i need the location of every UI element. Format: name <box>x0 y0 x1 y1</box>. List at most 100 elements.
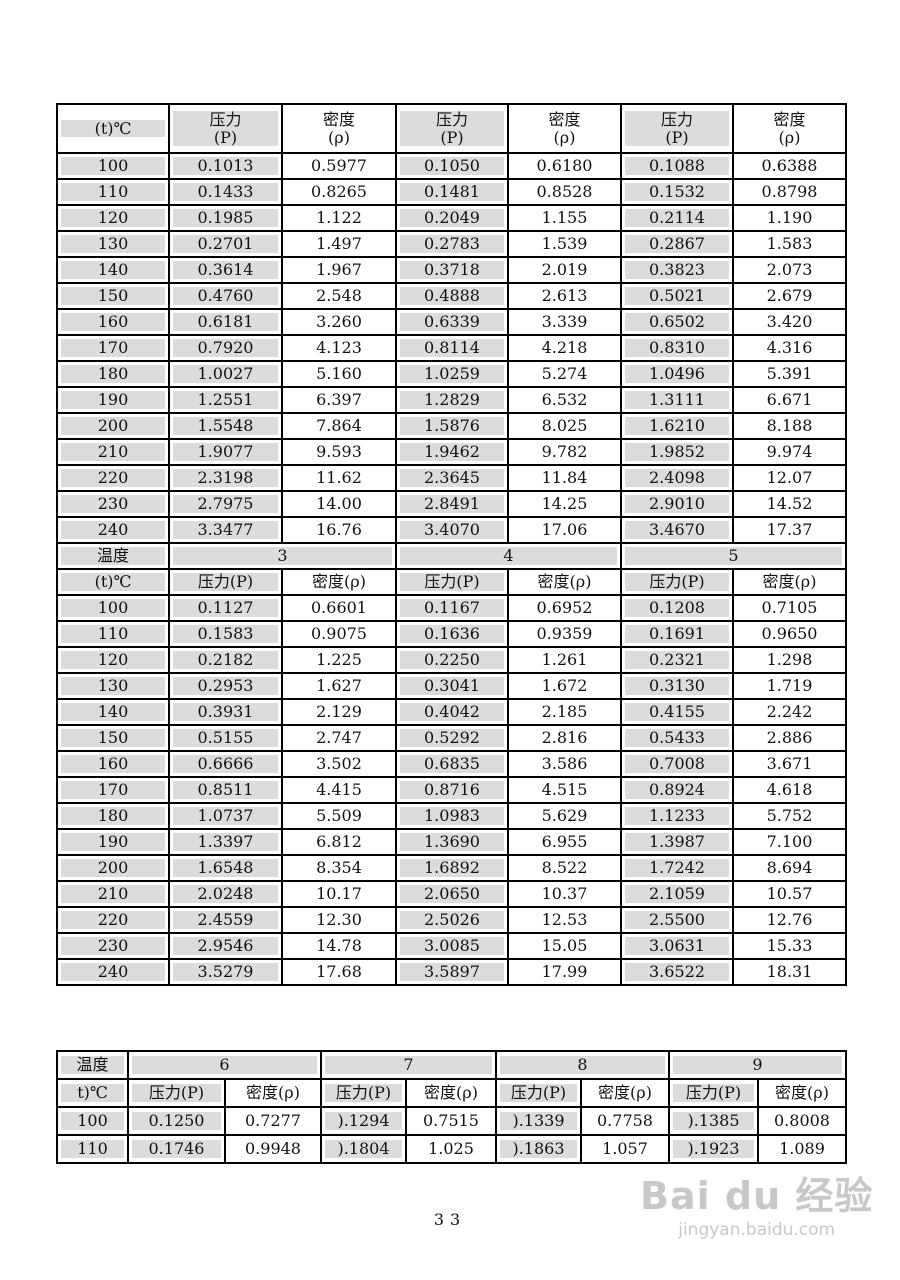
value-cell: 0.2114 <box>620 204 734 232</box>
cell-text: 140 <box>61 261 165 279</box>
cell-text: 220 <box>61 469 165 487</box>
value-cell: 3.0085 <box>395 932 509 960</box>
value-cell: 1.497 <box>281 230 397 258</box>
value-cell: 2.4098 <box>620 464 734 492</box>
value-cell: 8.694 <box>732 854 847 882</box>
cell-text: 压力(P) <box>325 1084 402 1102</box>
cell-text: 2.1059 <box>625 885 729 903</box>
cell-text: 0.8008 <box>774 1111 830 1131</box>
value-cell: 5.509 <box>281 802 397 830</box>
cell-text: 0.2049 <box>400 209 504 227</box>
temperature-header: t)℃ <box>56 1078 129 1108</box>
value-cell: 0.1088 <box>620 152 734 180</box>
group-header: 6 <box>127 1050 322 1080</box>
steam-table-main: (t)℃ 压力 (P) 密度 (ρ) 压力 (P) 密度 (ρ) 压力 (P) 密度 (ρ)… <box>56 103 847 986</box>
value-cell: 0.5292 <box>395 724 509 752</box>
value-cell: 2.129 <box>281 698 397 726</box>
value-cell: 1.190 <box>732 204 847 232</box>
cell-text: 1.5876 <box>400 417 504 435</box>
cell-text: 160 <box>61 313 165 331</box>
cell-text: 0.9948 <box>245 1139 301 1159</box>
value-cell: 1.3111 <box>620 386 734 414</box>
value-cell: 17.37 <box>732 516 847 544</box>
cell-text: 0.4042 <box>400 703 504 721</box>
temperature-cell: 230 <box>56 490 170 518</box>
cell-text: 0.1050 <box>400 157 504 175</box>
value-cell: 2.886 <box>732 724 847 752</box>
cell-text: 110 <box>61 625 165 643</box>
value-cell: 0.3130 <box>620 672 734 700</box>
value-cell: 0.1746 <box>127 1134 226 1164</box>
temperature-cell: 140 <box>56 256 170 284</box>
cell-text: 0.5021 <box>625 287 729 305</box>
value-cell: 1.967 <box>281 256 397 284</box>
cell-text: 230 <box>61 495 165 513</box>
value-cell: 2.185 <box>507 698 622 726</box>
cell-text: 0.6181 <box>173 313 278 331</box>
value-cell: 2.9546 <box>168 932 283 960</box>
value-cell: 2.679 <box>732 282 847 310</box>
value-cell: 2.747 <box>281 724 397 752</box>
value-cell: 0.6952 <box>507 594 622 622</box>
cell-text: 1.9462 <box>400 443 504 461</box>
page-number: 33 <box>433 1210 467 1229</box>
value-cell: 0.7105 <box>732 594 847 622</box>
table-row: 140 0.3614 1.967 0.3718 2.019 0.3823 2.073 <box>56 256 847 284</box>
value-cell: 0.4155 <box>620 698 734 726</box>
cell-text: 0.2867 <box>625 235 729 253</box>
cell-text: 4 <box>400 547 617 565</box>
cell-text: 3.3477 <box>173 521 278 539</box>
cell-text: 1.155 <box>541 208 588 228</box>
value-cell: 0.9359 <box>507 620 622 648</box>
value-cell: 1.719 <box>732 672 847 700</box>
cell-text: 1.497 <box>316 234 362 254</box>
value-cell: 17.68 <box>281 958 397 986</box>
value-cell: ).1385 <box>668 1106 759 1136</box>
table-row: 140 0.3931 2.129 0.4042 2.185 0.4155 2.242 <box>56 698 847 726</box>
group-header-row: 温度 3 4 5 <box>56 542 847 570</box>
value-cell: 1.0737 <box>168 802 283 830</box>
cell-text: ).1385 <box>673 1112 754 1130</box>
value-cell: ).1804 <box>320 1134 407 1164</box>
value-cell: 0.6181 <box>168 308 283 336</box>
cell-text: 0.8310 <box>625 339 729 357</box>
value-cell: 5.391 <box>732 360 847 388</box>
cell-text: 150 <box>61 287 165 305</box>
cell-text: 0.1250 <box>132 1112 221 1130</box>
temperature-cell: 150 <box>56 724 170 752</box>
cell-text: 1.967 <box>316 260 362 280</box>
value-cell: 1.025 <box>405 1134 497 1164</box>
cell-text: 240 <box>61 963 165 981</box>
cell-text: 2.9546 <box>173 937 278 955</box>
cell-text: 1.719 <box>766 676 813 696</box>
cell-text: 7 <box>325 1056 492 1074</box>
cell-text: 0.7008 <box>625 755 729 773</box>
cell-text: 0.7758 <box>597 1111 653 1131</box>
cell-text: 0.8924 <box>625 781 729 799</box>
value-cell: 6.532 <box>507 386 622 414</box>
table-row: 160 0.6181 3.260 0.6339 3.339 0.6502 3.420 <box>56 308 847 336</box>
cell-text: 4.218 <box>541 338 588 358</box>
value-cell: 0.8511 <box>168 776 283 804</box>
cell-text: 压力(P) <box>400 573 504 591</box>
cell-text: 0.3823 <box>625 261 729 279</box>
cell-text: 170 <box>61 339 165 357</box>
cell-text: 1.9077 <box>173 443 278 461</box>
cell-text: 7.864 <box>316 416 362 436</box>
cell-text: 15.05 <box>541 936 588 956</box>
value-cell: 2.242 <box>732 698 847 726</box>
value-cell: 0.2250 <box>395 646 509 674</box>
table-row: 130 0.2701 1.497 0.2783 1.539 0.2867 1.583 <box>56 230 847 258</box>
cell-text: 4.316 <box>766 338 813 358</box>
temperature-cell: 110 <box>56 1134 129 1164</box>
cell-text: 0.6952 <box>536 598 593 618</box>
cell-text: 3.5897 <box>400 963 504 981</box>
value-cell: 2.816 <box>507 724 622 752</box>
value-cell: 3.260 <box>281 308 397 336</box>
temperature-cell: 190 <box>56 828 170 856</box>
cell-text: 0.3614 <box>173 261 278 279</box>
cell-text: 5.391 <box>766 364 813 384</box>
table-row: 220 2.4559 12.30 2.5026 12.53 2.5500 12.76 <box>56 906 847 934</box>
cell-text: 3.4670 <box>625 521 729 539</box>
value-cell: 8.354 <box>281 854 397 882</box>
